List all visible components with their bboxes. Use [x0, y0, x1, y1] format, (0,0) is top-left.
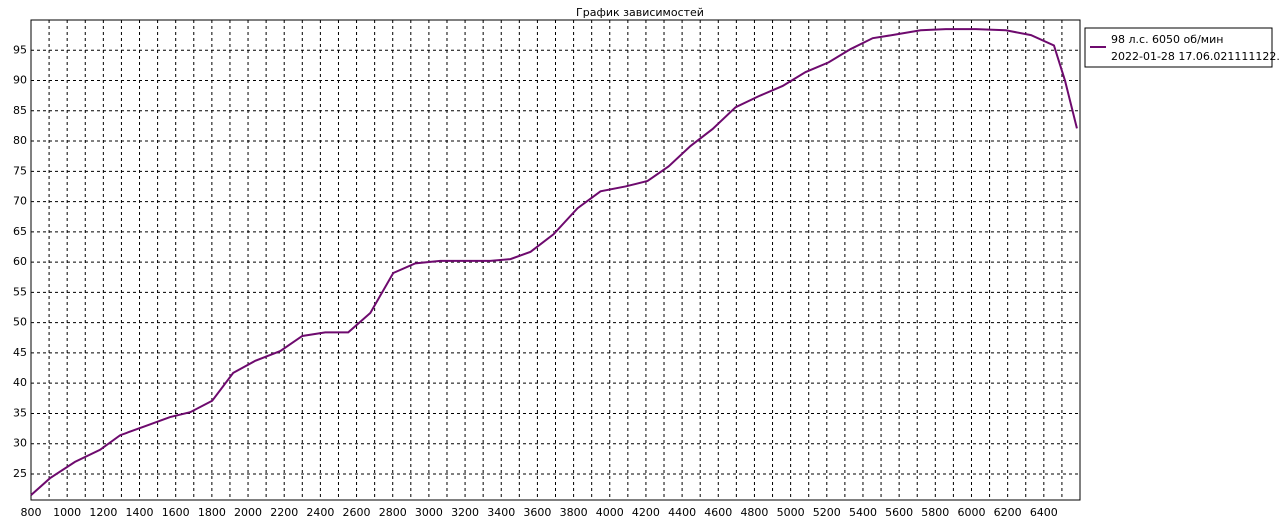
- y-tick-label: 65: [13, 225, 27, 238]
- y-tick-label: 30: [13, 437, 27, 450]
- x-tick-label: 1800: [198, 506, 226, 519]
- y-tick-label: 75: [13, 164, 27, 177]
- y-tick-label: 40: [13, 376, 27, 389]
- x-tick-label: 4600: [704, 506, 732, 519]
- x-tick-label: 2200: [270, 506, 298, 519]
- y-tick-label: 90: [13, 74, 27, 87]
- x-tick-label: 4400: [668, 506, 696, 519]
- y-tick-label: 25: [13, 467, 27, 480]
- x-tick-label: 6200: [994, 506, 1022, 519]
- plot-frame: [30, 19, 1081, 501]
- chart-title: График зависимостей: [576, 6, 704, 19]
- x-tick-label: 3200: [451, 506, 479, 519]
- x-tick-label: 5600: [885, 506, 913, 519]
- x-tick-label: 5000: [777, 506, 805, 519]
- legend: 98 л.с. 6050 об/мин 2022-01-28 17.06.021…: [1084, 27, 1280, 68]
- x-tick-label: 3000: [415, 506, 443, 519]
- x-tick-label: 3400: [487, 506, 515, 519]
- legend-label: 98 л.с. 6050 об/мин: [1111, 33, 1223, 46]
- x-tick-label: 6000: [957, 506, 985, 519]
- x-tick-label: 4000: [596, 506, 624, 519]
- x-tick-label: 1400: [126, 506, 154, 519]
- y-tick-label: 55: [13, 285, 27, 298]
- y-tick-label: 80: [13, 134, 27, 147]
- y-tick-label: 45: [13, 346, 27, 359]
- x-tick-label: 1000: [53, 506, 81, 519]
- y-tick-label: 85: [13, 104, 27, 117]
- y-tick-label: 95: [13, 43, 27, 56]
- x-tick-label: 5200: [813, 506, 841, 519]
- data-line: [30, 28, 1078, 496]
- x-tick-label: 4200: [632, 506, 660, 519]
- x-tick-label: 6400: [1030, 506, 1058, 519]
- x-tick-label: 2400: [306, 506, 334, 519]
- x-tick-label: 800: [21, 506, 42, 519]
- legend-label: 2022-01-28 17.06.021111122.csv: [1111, 50, 1280, 63]
- x-tick-label: 3600: [523, 506, 551, 519]
- x-tick-label: 2600: [343, 506, 371, 519]
- x-tick-label: 3800: [560, 506, 588, 519]
- x-tick-label: 1200: [89, 506, 117, 519]
- x-tick-label: 2000: [234, 506, 262, 519]
- x-tick-label: 2800: [379, 506, 407, 519]
- y-tick-label: 70: [13, 195, 27, 208]
- y-tick-label: 60: [13, 255, 27, 268]
- y-tick-label: 35: [13, 406, 27, 419]
- legend-box: [1084, 27, 1273, 68]
- y-tick-label: 50: [13, 316, 27, 329]
- x-tick-label: 5800: [921, 506, 949, 519]
- x-tick-label: 1600: [162, 506, 190, 519]
- x-tick-label: 4800: [740, 506, 768, 519]
- x-tick-label: 5400: [849, 506, 877, 519]
